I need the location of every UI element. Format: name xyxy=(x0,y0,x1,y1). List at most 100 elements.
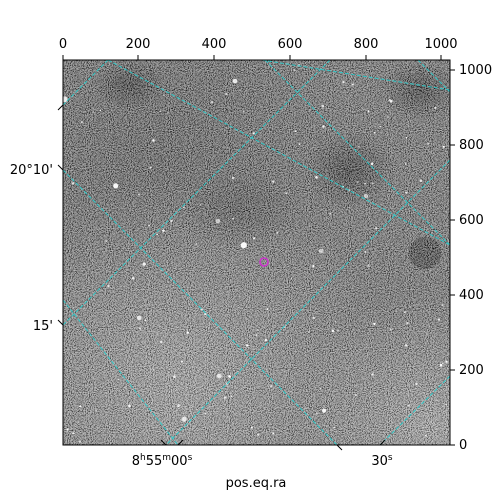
star xyxy=(319,388,321,390)
star xyxy=(276,231,279,234)
star xyxy=(266,308,269,311)
star xyxy=(333,426,335,429)
star xyxy=(232,78,238,84)
star xyxy=(80,121,83,124)
star xyxy=(243,110,245,113)
star xyxy=(322,408,327,413)
star xyxy=(371,373,374,376)
star xyxy=(149,166,152,169)
star xyxy=(78,440,82,443)
grid-line xyxy=(165,159,450,445)
star xyxy=(312,316,315,320)
star xyxy=(204,312,207,316)
star xyxy=(321,104,325,108)
star xyxy=(177,404,180,408)
bottom-axis: 8h55m00s 30s pos.eq.ra xyxy=(132,439,393,491)
star xyxy=(329,213,332,215)
star xyxy=(252,132,255,135)
star xyxy=(257,433,260,436)
coordinate-grid xyxy=(63,60,450,445)
star xyxy=(404,311,406,314)
star xyxy=(186,331,189,334)
tick-mark xyxy=(57,164,64,171)
star xyxy=(357,181,359,183)
star xyxy=(144,319,147,322)
star xyxy=(156,233,158,236)
left-axis: 20°10' 15' xyxy=(10,104,64,334)
grid-line xyxy=(264,60,450,246)
top-tick-label: 0 xyxy=(59,37,67,52)
star xyxy=(79,405,82,408)
right-tick-label: 0 xyxy=(459,438,467,453)
star xyxy=(290,278,293,280)
sky-image xyxy=(63,60,450,445)
star xyxy=(272,432,275,435)
star xyxy=(415,382,418,386)
tick-mark xyxy=(379,439,386,446)
star xyxy=(442,145,445,148)
star xyxy=(107,284,110,288)
star xyxy=(405,136,408,139)
right-tick-label: 800 xyxy=(459,138,484,153)
star xyxy=(441,304,444,307)
star xyxy=(159,110,162,112)
star xyxy=(404,163,407,165)
right-tick-label: 1000 xyxy=(459,63,492,78)
star xyxy=(294,130,297,133)
star xyxy=(419,179,423,182)
ra-tick-label: 30s xyxy=(371,453,393,469)
star xyxy=(152,139,155,142)
star xyxy=(434,106,437,110)
star xyxy=(318,248,324,254)
star xyxy=(293,69,296,71)
star xyxy=(255,334,258,336)
right-tick-label: 600 xyxy=(459,213,484,228)
right-tick-label: 400 xyxy=(459,288,484,303)
tick-mark xyxy=(177,439,184,446)
grid-line xyxy=(63,60,109,106)
star xyxy=(199,204,202,206)
star xyxy=(252,237,256,240)
star xyxy=(405,321,409,325)
star xyxy=(204,412,207,415)
star xyxy=(152,368,155,371)
star xyxy=(390,100,393,103)
star xyxy=(148,224,151,227)
star xyxy=(322,125,325,128)
star xyxy=(78,421,80,423)
tick-mark xyxy=(57,104,64,111)
star xyxy=(232,218,234,220)
star xyxy=(138,193,140,196)
star xyxy=(105,240,107,243)
target-marker xyxy=(259,257,269,267)
star xyxy=(367,264,370,267)
star xyxy=(228,375,231,378)
star xyxy=(159,340,163,344)
star xyxy=(371,182,374,185)
star xyxy=(370,162,374,165)
star xyxy=(180,360,183,363)
star xyxy=(335,320,337,323)
star xyxy=(139,327,142,330)
star xyxy=(395,310,398,312)
star xyxy=(246,344,249,347)
star xyxy=(210,101,213,103)
dec-tick-label: 20°10' xyxy=(10,163,53,178)
grid-line xyxy=(63,169,338,445)
star xyxy=(316,412,318,415)
star xyxy=(351,83,354,86)
star xyxy=(170,219,173,223)
star xyxy=(363,194,369,199)
star xyxy=(163,94,165,97)
star xyxy=(442,362,444,365)
x-axis-title: pos.eq.ra xyxy=(226,476,287,491)
grid-line xyxy=(63,299,179,445)
top-tick-label: 800 xyxy=(354,37,379,52)
star xyxy=(173,375,176,378)
top-tick-label: 1000 xyxy=(424,37,457,52)
star xyxy=(117,378,119,380)
grid-line xyxy=(63,60,331,326)
star xyxy=(113,183,119,189)
star xyxy=(315,176,318,179)
